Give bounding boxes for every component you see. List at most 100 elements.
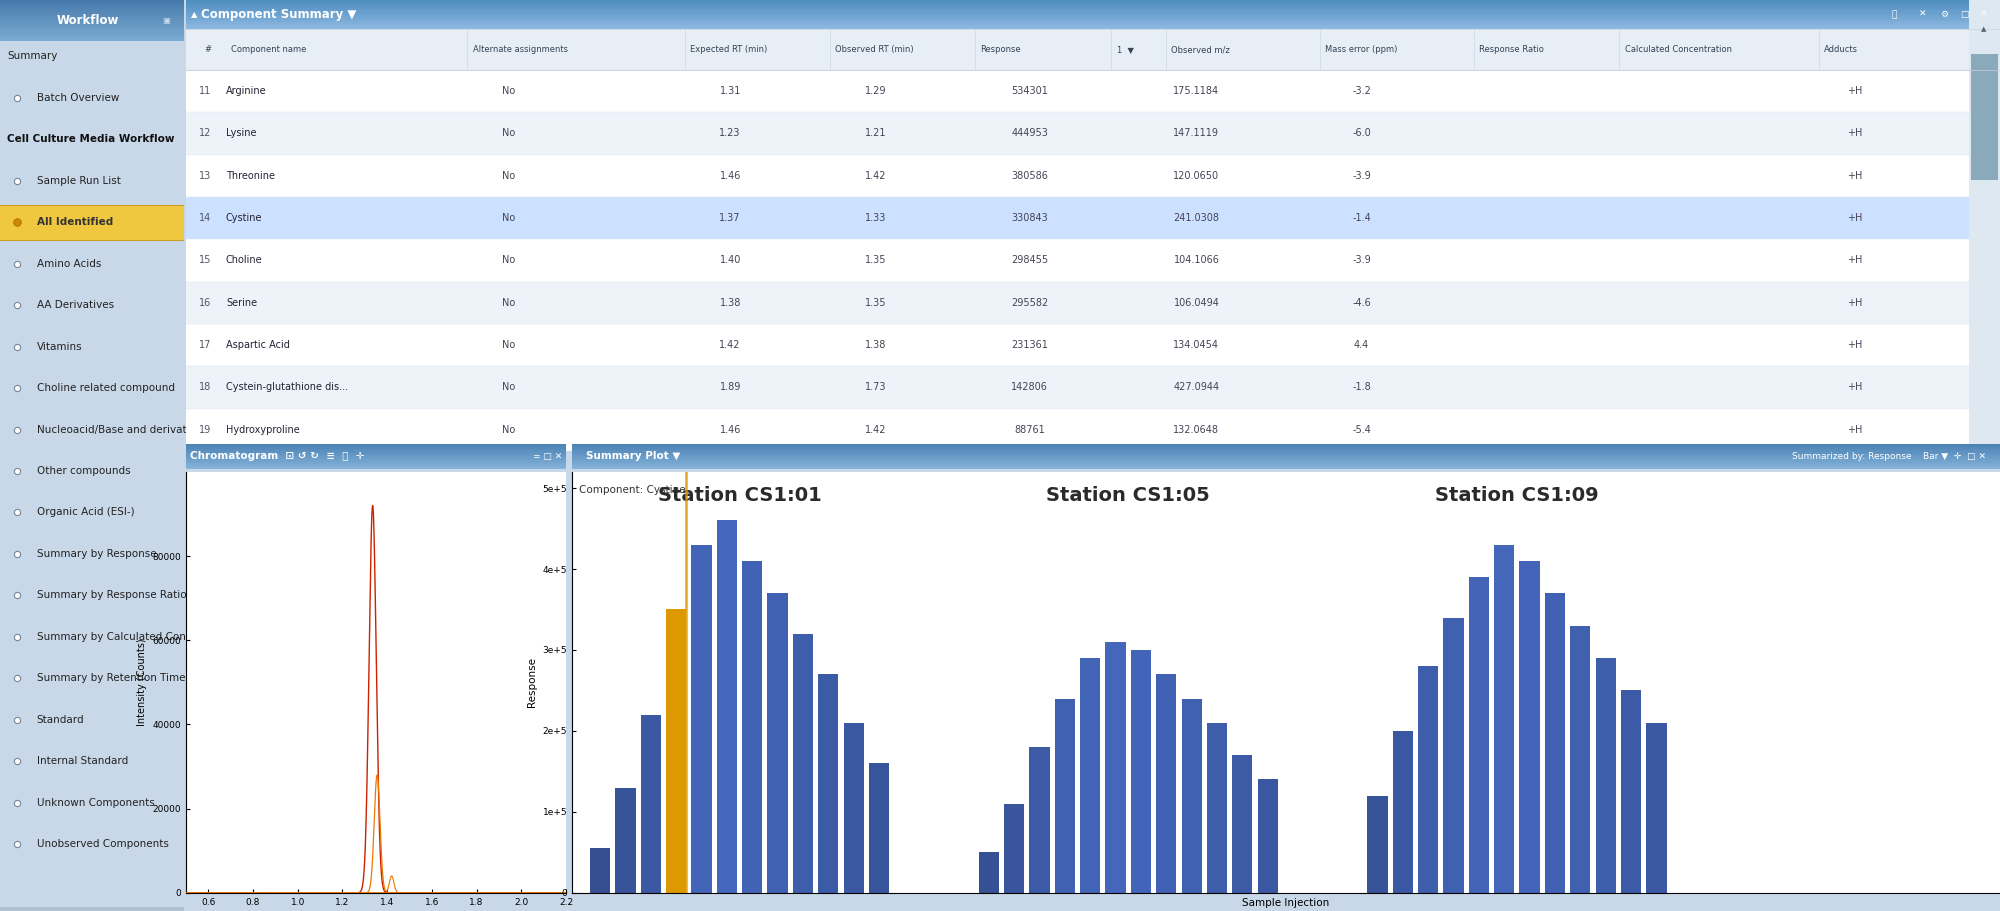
Bar xyxy=(844,722,864,893)
Text: Threonine: Threonine xyxy=(226,170,274,180)
FancyBboxPatch shape xyxy=(186,444,566,445)
Text: 1.21: 1.21 xyxy=(864,128,886,138)
FancyBboxPatch shape xyxy=(186,28,2000,29)
Bar xyxy=(640,715,662,893)
Text: Calculated Concentration: Calculated Concentration xyxy=(1624,46,1732,54)
Bar xyxy=(1130,650,1152,893)
Text: 1.23: 1.23 xyxy=(720,128,740,138)
FancyBboxPatch shape xyxy=(572,468,2000,469)
FancyBboxPatch shape xyxy=(186,11,2000,12)
FancyBboxPatch shape xyxy=(186,18,2000,19)
Text: Observed m/z: Observed m/z xyxy=(1172,46,1230,54)
Bar xyxy=(1156,674,1176,893)
Text: No: No xyxy=(502,425,516,435)
FancyBboxPatch shape xyxy=(572,446,2000,447)
Text: 1.29: 1.29 xyxy=(864,86,886,96)
Text: 1.40: 1.40 xyxy=(720,255,740,265)
FancyBboxPatch shape xyxy=(0,29,184,31)
Text: -4.6: -4.6 xyxy=(1352,298,1370,308)
Text: Serine: Serine xyxy=(226,298,258,308)
FancyBboxPatch shape xyxy=(186,468,566,469)
Text: Lysine: Lysine xyxy=(226,128,256,138)
FancyBboxPatch shape xyxy=(0,2,184,4)
FancyBboxPatch shape xyxy=(572,453,2000,454)
FancyBboxPatch shape xyxy=(572,466,2000,468)
Bar xyxy=(818,674,838,893)
Bar xyxy=(868,763,890,893)
Y-axis label: Intensity (Counts): Intensity (Counts) xyxy=(136,639,146,726)
Text: +H: +H xyxy=(1848,340,1862,350)
FancyBboxPatch shape xyxy=(0,0,184,2)
FancyBboxPatch shape xyxy=(186,22,2000,23)
Text: 106.0494: 106.0494 xyxy=(1174,298,1220,308)
FancyBboxPatch shape xyxy=(186,446,566,447)
FancyBboxPatch shape xyxy=(0,10,184,13)
FancyBboxPatch shape xyxy=(186,463,566,464)
Bar xyxy=(1080,658,1100,893)
Text: ▲: ▲ xyxy=(192,10,198,19)
FancyBboxPatch shape xyxy=(0,31,184,33)
Text: -6.0: -6.0 xyxy=(1352,128,1370,138)
FancyBboxPatch shape xyxy=(572,459,2000,460)
Text: Amino Acids: Amino Acids xyxy=(36,259,102,269)
FancyBboxPatch shape xyxy=(0,205,188,240)
Text: Hydroxyproline: Hydroxyproline xyxy=(226,425,300,435)
Text: Chromatogram  ⊡ ↺ ↻  ≡  ⬜  ✛: Chromatogram ⊡ ↺ ↻ ≡ ⬜ ✛ xyxy=(190,452,364,461)
FancyBboxPatch shape xyxy=(0,23,184,25)
Text: ✕: ✕ xyxy=(1980,10,1988,19)
FancyBboxPatch shape xyxy=(186,240,1970,281)
Text: 1.42: 1.42 xyxy=(864,170,886,180)
Text: 19: 19 xyxy=(198,425,210,435)
Text: 147.1119: 147.1119 xyxy=(1174,128,1220,138)
Text: Station CS1:05: Station CS1:05 xyxy=(1046,486,1210,506)
Text: 132.0648: 132.0648 xyxy=(1174,425,1220,435)
FancyBboxPatch shape xyxy=(186,1,2000,2)
Text: Internal Standard: Internal Standard xyxy=(36,756,128,766)
Bar xyxy=(1030,747,1050,893)
FancyBboxPatch shape xyxy=(0,4,184,6)
Text: 1.38: 1.38 xyxy=(720,298,740,308)
Bar xyxy=(1544,593,1566,893)
Text: ⚙: ⚙ xyxy=(1940,10,1948,19)
Text: 17: 17 xyxy=(198,340,212,350)
Bar xyxy=(692,545,712,893)
Text: Expected RT (min): Expected RT (min) xyxy=(690,46,768,54)
Text: +H: +H xyxy=(1848,213,1862,223)
Bar xyxy=(1232,755,1252,893)
Text: 1.33: 1.33 xyxy=(864,213,886,223)
FancyBboxPatch shape xyxy=(186,197,1970,240)
Text: Cystine: Cystine xyxy=(226,213,262,223)
Text: Choline related compound: Choline related compound xyxy=(36,384,174,393)
FancyBboxPatch shape xyxy=(186,460,566,462)
FancyBboxPatch shape xyxy=(572,463,2000,464)
Text: 427.0944: 427.0944 xyxy=(1174,383,1220,393)
Text: 15: 15 xyxy=(198,255,212,265)
Text: No: No xyxy=(502,213,516,223)
Text: 444953: 444953 xyxy=(1012,128,1048,138)
Bar xyxy=(1620,691,1642,893)
FancyBboxPatch shape xyxy=(0,39,184,41)
Text: Summary by Calculated Conc: Summary by Calculated Conc xyxy=(36,632,192,641)
FancyBboxPatch shape xyxy=(186,27,2000,28)
FancyBboxPatch shape xyxy=(572,451,2000,453)
Text: 175.1184: 175.1184 xyxy=(1174,86,1220,96)
Text: Vitamins: Vitamins xyxy=(36,342,82,352)
FancyBboxPatch shape xyxy=(0,8,184,10)
FancyBboxPatch shape xyxy=(186,13,2000,14)
FancyBboxPatch shape xyxy=(572,450,2000,451)
Text: Summarized by: Response    Bar ▼  ✛  □ ✕: Summarized by: Response Bar ▼ ✛ □ ✕ xyxy=(1792,452,1986,461)
Text: Component name: Component name xyxy=(232,46,306,54)
Text: 241.0308: 241.0308 xyxy=(1174,213,1220,223)
Text: ▼: ▼ xyxy=(1980,445,1986,452)
FancyBboxPatch shape xyxy=(186,454,566,456)
Text: 1.37: 1.37 xyxy=(720,213,740,223)
Text: Batch Overview: Batch Overview xyxy=(36,93,120,103)
Text: Observed RT (min): Observed RT (min) xyxy=(836,46,914,54)
Text: No: No xyxy=(502,383,516,393)
FancyBboxPatch shape xyxy=(186,24,2000,25)
FancyBboxPatch shape xyxy=(186,445,566,446)
FancyBboxPatch shape xyxy=(572,454,2000,456)
X-axis label: Sample Injection: Sample Injection xyxy=(1242,898,1330,908)
FancyBboxPatch shape xyxy=(186,459,566,460)
Text: Unobserved Components: Unobserved Components xyxy=(36,839,168,849)
